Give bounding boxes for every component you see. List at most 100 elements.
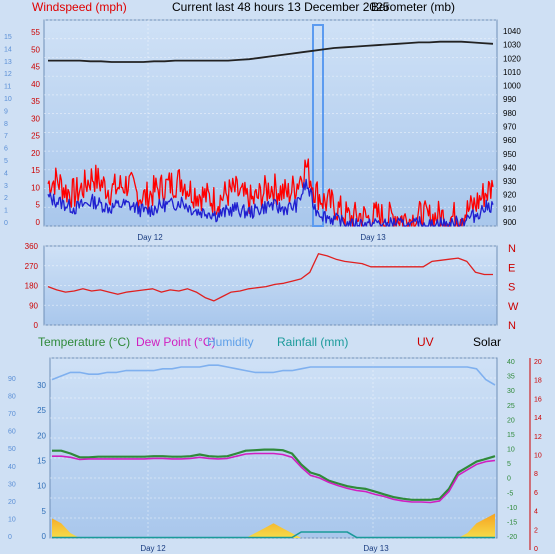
- direction-compass-tick-1: W: [508, 301, 519, 313]
- temp-right-tick-1: -15: [507, 519, 517, 526]
- temp-right-tick-4: 0: [507, 476, 511, 483]
- barometer-tick-5: 950: [503, 150, 517, 159]
- wind-left-tick-9: 45: [31, 63, 40, 72]
- uv-tick-5: 10: [534, 453, 542, 460]
- wind-left-tick-11: 55: [31, 28, 40, 37]
- temp-right-tick-9: 25: [507, 403, 515, 410]
- wind-left-tick-5: 25: [31, 132, 40, 141]
- wind-far-left-tick-9: 9: [4, 108, 8, 115]
- temp-left-tick-4: 20: [37, 431, 46, 440]
- legend-solar: Solar: [473, 335, 502, 349]
- wind-far-left-tick-1: 1: [4, 208, 8, 215]
- wind-far-left-tick-15: 15: [4, 34, 12, 41]
- temp-right-tick-3: -5: [507, 490, 513, 497]
- day13-label-bottom: Day 13: [363, 544, 389, 553]
- solar-area: [52, 513, 495, 538]
- wind-left-tick-8: 40: [31, 80, 40, 89]
- day12-label-top: Day 12: [137, 233, 163, 242]
- barometer-tick-6: 960: [503, 136, 517, 145]
- direction-compass-tick-2: S: [508, 282, 515, 294]
- legend-uv: UV: [417, 335, 434, 349]
- direction-compass-tick-4: N: [508, 243, 516, 255]
- barometer-tick-1: 910: [503, 204, 517, 213]
- barometer-tick-10: 1000: [503, 82, 521, 91]
- barometer-tick-0: 900: [503, 218, 517, 227]
- barometer-tick-9: 990: [503, 95, 517, 104]
- uv-tick-2: 4: [534, 509, 538, 516]
- direction-deg-tick-4: 360: [25, 242, 39, 251]
- wind-secondary-line: [47, 178, 494, 227]
- humidity-tick-2: 20: [8, 499, 16, 506]
- barometer-tick-7: 970: [503, 123, 517, 132]
- wind-far-left-tick-12: 12: [4, 71, 12, 78]
- temp-right-tick-0: -20: [507, 534, 517, 541]
- solar-spike-marker: [312, 24, 324, 227]
- temp-right-tick-11: 35: [507, 374, 515, 381]
- barometer-tick-13: 1030: [503, 41, 521, 50]
- wind-far-left-tick-10: 10: [4, 96, 12, 103]
- temperature-line: [52, 448, 496, 501]
- humidity-line: [51, 364, 496, 386]
- barometer-tick-12: 1020: [503, 54, 521, 63]
- wind-left-tick-7: 35: [31, 97, 40, 106]
- uv-tick-1: 2: [534, 527, 538, 534]
- wind-left-tick-1: 5: [36, 201, 41, 210]
- barometer-tick-11: 1010: [503, 68, 521, 77]
- direction-deg-tick-3: 270: [25, 262, 39, 271]
- uv-tick-8: 16: [534, 396, 542, 403]
- temp-right-tick-6: 10: [507, 447, 515, 454]
- day12-label-bottom: Day 12: [140, 544, 166, 553]
- windspeed-line: [47, 158, 494, 227]
- temp-right-tick-5: 5: [507, 461, 511, 468]
- legend-temperature: Temperature (°C): [38, 335, 131, 349]
- temp-left-tick-1: 5: [42, 507, 47, 516]
- barometer-axis-title: Barometer (mb): [371, 0, 456, 14]
- wind-far-left-tick-2: 2: [4, 195, 8, 202]
- barometer-tick-2: 920: [503, 191, 517, 200]
- wind-direction-line: [47, 253, 493, 302]
- humidity-tick-9: 90: [8, 376, 16, 383]
- direction-deg-tick-0: 0: [34, 321, 39, 330]
- wind-left-tick-3: 15: [31, 166, 40, 175]
- humidity-tick-5: 50: [8, 446, 16, 453]
- wind-left-tick-4: 20: [31, 149, 40, 158]
- direction-deg-tick-1: 90: [29, 301, 38, 310]
- temp-left-tick-2: 10: [37, 482, 46, 491]
- wind-far-left-tick-5: 5: [4, 158, 8, 165]
- humidity-tick-7: 70: [8, 411, 16, 418]
- temp-right-tick-12: 40: [507, 359, 515, 366]
- temp-right-tick-2: -10: [507, 505, 517, 512]
- windspeed-axis-title: Windspeed (mph): [32, 0, 127, 14]
- humidity-tick-1: 10: [8, 516, 16, 523]
- rainfall-line: [52, 531, 495, 539]
- uv-tick-9: 18: [534, 378, 542, 385]
- temp-right-tick-8: 20: [507, 417, 515, 424]
- legend-dewpoint: Dew Point (°C): [136, 335, 216, 349]
- wind-far-left-tick-0: 0: [4, 220, 8, 227]
- direction-compass-tick-3: E: [508, 262, 515, 274]
- uv-tick-10: 20: [534, 359, 542, 366]
- humidity-tick-4: 40: [8, 464, 16, 471]
- temp-left-tick-5: 25: [37, 406, 46, 415]
- uv-tick-7: 14: [534, 415, 542, 422]
- temp-left-tick-6: 30: [37, 381, 46, 390]
- legend-rainfall: Rainfall (mm): [277, 335, 349, 349]
- uv-tick-0: 0: [534, 546, 538, 553]
- graph-title: Current last 48 hours 13 December 2025: [172, 0, 390, 14]
- wind-far-left-tick-3: 3: [4, 183, 8, 190]
- wind-left-tick-2: 10: [31, 183, 40, 192]
- humidity-tick-0: 0: [8, 534, 12, 541]
- temp-left-tick-3: 15: [37, 457, 46, 466]
- uv-tick-3: 6: [534, 490, 538, 497]
- humidity-tick-3: 30: [8, 481, 16, 488]
- wind-left-tick-6: 30: [31, 114, 40, 123]
- wind-far-left-tick-14: 14: [4, 46, 12, 53]
- day13-label-top: Day 13: [360, 233, 386, 242]
- wind-far-left-tick-11: 11: [4, 84, 11, 91]
- wind-far-left-tick-4: 4: [4, 170, 8, 177]
- uv-tick-4: 8: [534, 471, 538, 478]
- dewpoint-line: [52, 452, 496, 504]
- humidity-tick-8: 80: [8, 394, 16, 401]
